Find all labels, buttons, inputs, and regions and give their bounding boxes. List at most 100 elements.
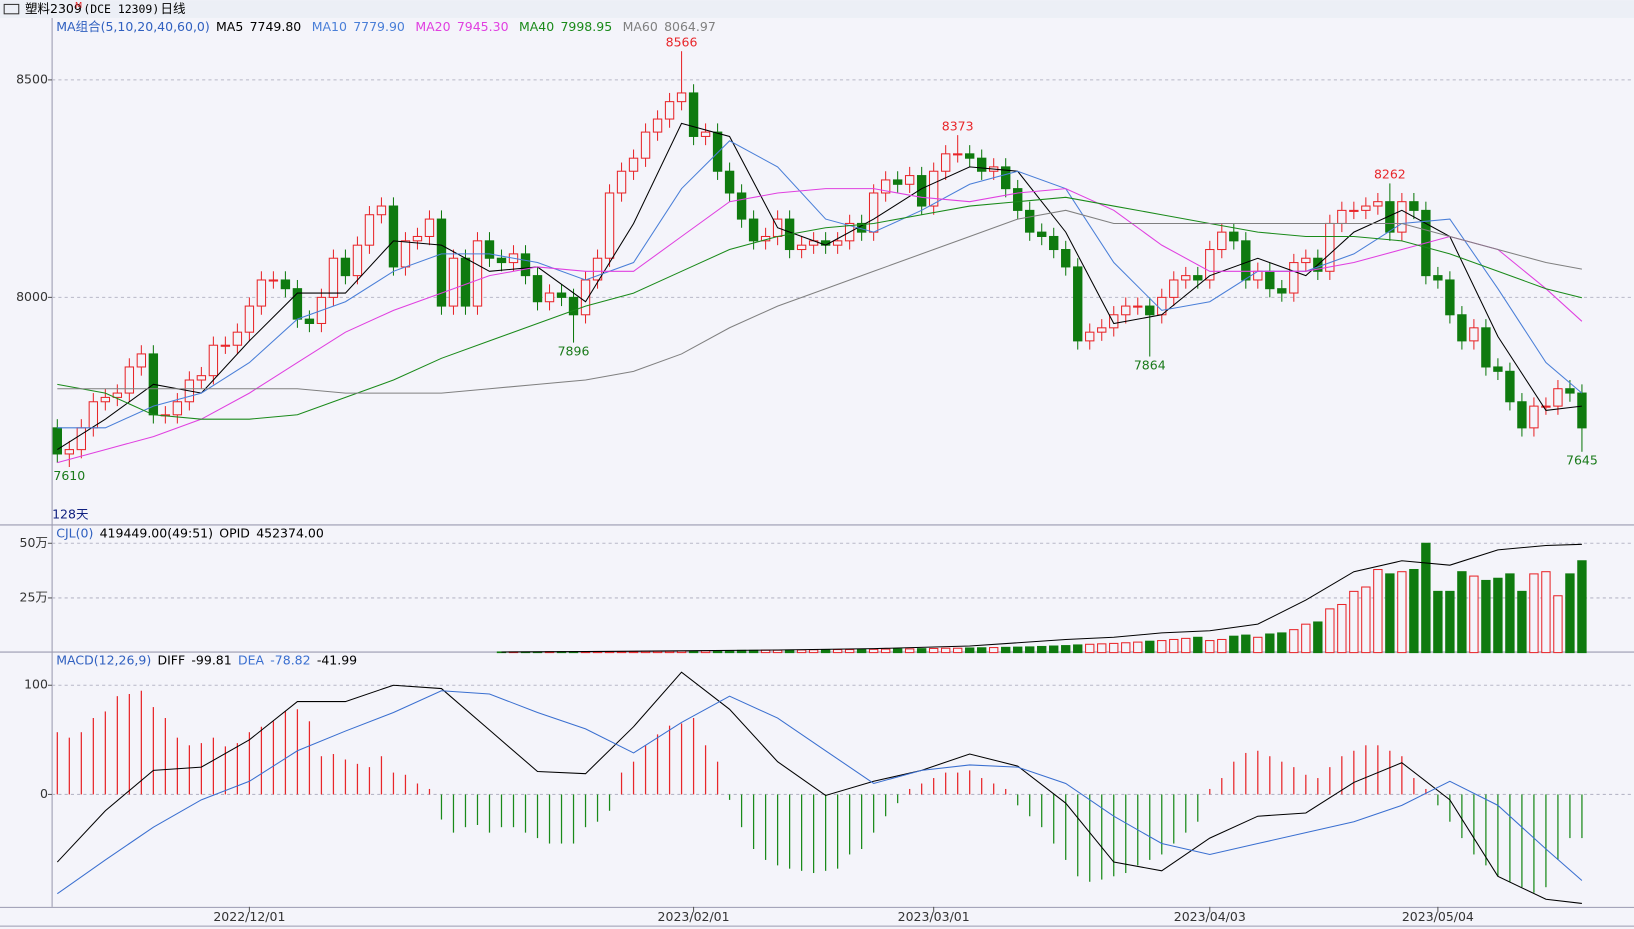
candle-body [796, 244, 807, 251]
y-tick-label: 25万 [20, 589, 48, 604]
candle-body [1109, 314, 1119, 329]
volume-bar [868, 648, 879, 654]
menu-icon[interactable] [3, 3, 20, 15]
volume-bar [940, 647, 951, 654]
candle-body [1565, 388, 1575, 394]
candle-body [1505, 370, 1515, 403]
candle-body [556, 292, 567, 298]
candle-body [328, 257, 339, 298]
volume-bar [1553, 595, 1563, 654]
y-tick-label: 8000 [16, 289, 48, 304]
ma-line [57, 122, 1582, 451]
legend-text: MA60 [623, 19, 658, 34]
candle-body [256, 279, 267, 307]
candle-body [532, 275, 543, 303]
volume-bar [1097, 643, 1107, 654]
candle-body [364, 214, 375, 246]
candle-body [628, 157, 639, 172]
volume-bar [880, 648, 891, 654]
candle-body [520, 253, 531, 277]
volume-bar [1145, 640, 1155, 654]
candle-body [688, 92, 699, 137]
candle-body [1457, 314, 1467, 342]
volume-bar [1301, 623, 1311, 654]
candle-body [1529, 405, 1539, 429]
volume-bar [1361, 586, 1371, 654]
candle-body [1385, 201, 1395, 233]
candle-body [1541, 405, 1551, 408]
candle-body [977, 157, 987, 172]
candle-body [892, 179, 903, 185]
candle-body [700, 131, 711, 137]
legend-text: -78.82 [270, 652, 310, 667]
volume-bar [1409, 568, 1419, 654]
candle-body [412, 235, 423, 242]
candle-body [1265, 270, 1275, 290]
candle-body [208, 344, 219, 377]
volume-bar [1373, 568, 1383, 654]
candle-body [1433, 275, 1443, 281]
volume-bar [1217, 638, 1227, 654]
candle-body [172, 401, 183, 416]
symbol-sup: M [75, 0, 82, 10]
legend-text: 419449.00(49:51) [100, 525, 213, 540]
candle-body [352, 244, 363, 277]
oi-line [501, 543, 1582, 653]
volume-bar [1397, 571, 1407, 654]
candle-body [232, 331, 243, 346]
low-label: 7864 [1134, 357, 1166, 372]
volume-bar [1385, 573, 1395, 654]
volume-bar [796, 649, 807, 654]
volume-bar [1061, 645, 1071, 654]
candle-body [76, 427, 87, 451]
legend-text: 7945.30 [457, 19, 509, 34]
candle-body [112, 392, 123, 398]
volume-bar [832, 649, 843, 654]
candle-body [52, 427, 63, 455]
candle-body [484, 240, 495, 259]
volume-bar [1157, 640, 1167, 654]
volume-bar [1229, 635, 1239, 654]
volume-bar [1085, 643, 1095, 654]
volume-bar [1469, 575, 1479, 654]
legend-text: 452374.00 [256, 525, 324, 540]
volume-bar [1289, 629, 1299, 654]
candle-body [1085, 331, 1095, 342]
candle-body [544, 292, 555, 303]
volume-bar [1457, 571, 1467, 654]
y-tick-label: 100 [24, 677, 48, 692]
volume-bar [1541, 571, 1551, 654]
volume-bar [1049, 645, 1059, 654]
ma-line [57, 140, 1583, 429]
legend-text: OPID [219, 525, 250, 540]
candle-body [244, 305, 255, 333]
volume-bar [844, 649, 855, 654]
candle-body [1217, 231, 1227, 251]
candle-body [1493, 366, 1503, 372]
legend-text: 7779.90 [353, 19, 405, 34]
volume-bar [1265, 633, 1275, 654]
volume-bar [1025, 646, 1035, 654]
volume-bar [892, 648, 903, 654]
legend-text: DEA [238, 652, 265, 667]
candle-body [220, 344, 231, 347]
ma-line [57, 188, 1583, 464]
candle-body [1553, 388, 1563, 407]
candle-body [1013, 188, 1023, 211]
legend-text: MA40 [519, 19, 554, 34]
volume-bar [712, 650, 723, 654]
candle-body [1229, 231, 1239, 242]
period[interactable]: 日线 [160, 1, 186, 16]
ma-line [57, 209, 1582, 394]
candle-body [568, 296, 579, 316]
candle-body [604, 192, 615, 259]
volume-bar [1169, 638, 1179, 654]
volume-bar [1181, 637, 1191, 654]
candle-body [460, 257, 471, 307]
volume-bar [1445, 590, 1455, 654]
volume-bar [1277, 632, 1287, 654]
volume-bar [1205, 640, 1215, 654]
candle-body [1097, 327, 1107, 333]
candle-body [832, 240, 843, 246]
